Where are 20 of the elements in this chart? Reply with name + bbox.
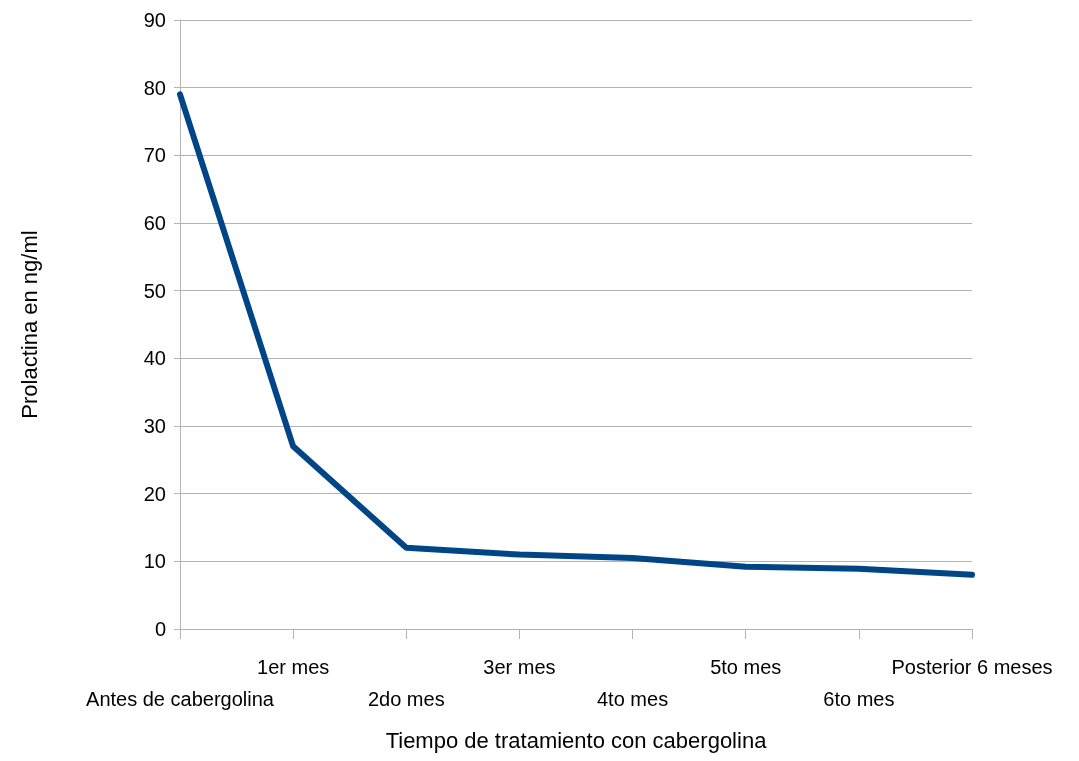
y-tick-label: 60 bbox=[143, 212, 166, 234]
x-tick-label: Posterior 6 meses bbox=[891, 656, 1053, 678]
y-tick-label: 90 bbox=[143, 9, 166, 31]
x-tick-label: 5to mes bbox=[710, 656, 782, 678]
x-tick-label: 3er mes bbox=[483, 656, 556, 678]
x-tick-label: 1er mes bbox=[257, 656, 330, 678]
y-tick-label: 70 bbox=[143, 144, 166, 167]
y-tick-label: 50 bbox=[143, 279, 166, 302]
y-tick-label: 0 bbox=[154, 618, 166, 640]
y-tick-label: 10 bbox=[143, 550, 166, 573]
y-tick-label: 40 bbox=[143, 347, 166, 370]
y-axis-title: Prolactina en ng/ml bbox=[16, 230, 42, 419]
x-tick-label: Antes de cabergolina bbox=[86, 688, 275, 710]
x-tick-label: 6to mes bbox=[823, 688, 895, 710]
x-tick-label: 2do mes bbox=[367, 688, 445, 710]
y-tick-label: 30 bbox=[143, 415, 166, 437]
y-tick-label: 20 bbox=[143, 482, 166, 505]
y-tick-label: 80 bbox=[143, 76, 166, 99]
x-axis-title: Tiempo de tratamiento con cabergolina bbox=[385, 727, 768, 753]
x-tick-label: 4to mes bbox=[596, 688, 669, 710]
